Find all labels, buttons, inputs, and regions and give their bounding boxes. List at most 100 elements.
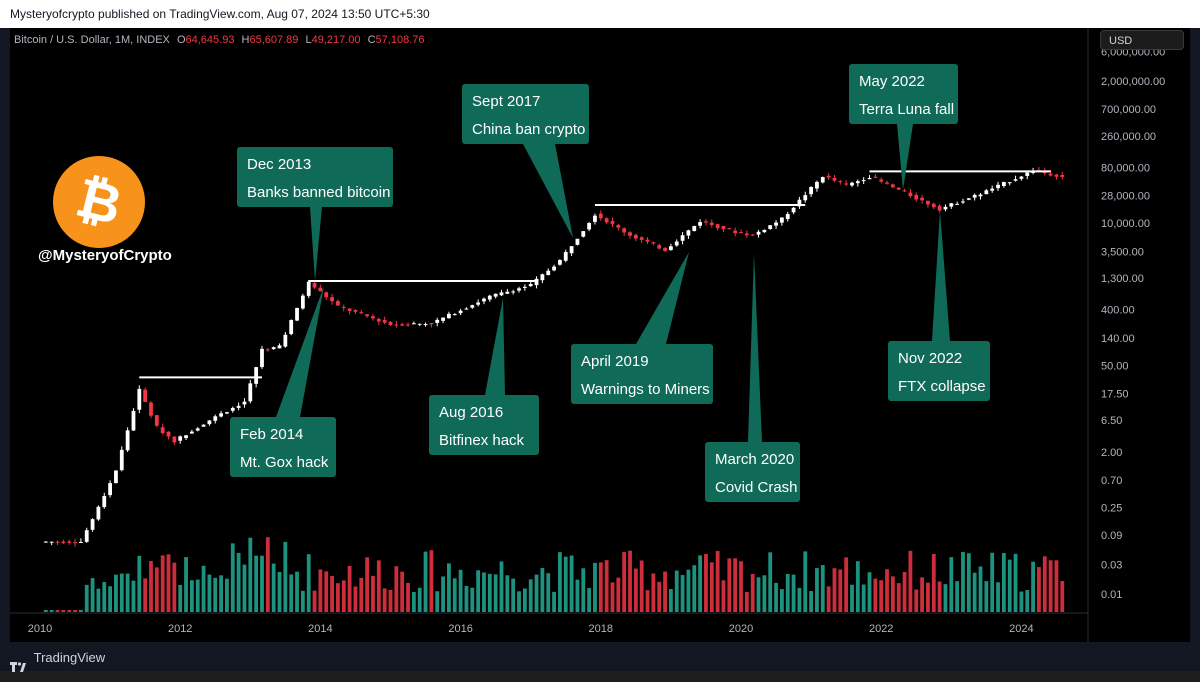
publisher-text: Mysteryofcrypto published on TradingView… bbox=[10, 7, 430, 21]
volume-bar bbox=[493, 574, 498, 612]
candle-body bbox=[154, 415, 159, 426]
volume-bar bbox=[143, 578, 148, 612]
volume-bar bbox=[1031, 561, 1035, 612]
volume-bar bbox=[137, 555, 142, 612]
volume-bar bbox=[406, 582, 410, 612]
candle-body bbox=[452, 314, 457, 316]
volume-bar bbox=[739, 561, 743, 612]
candle-body bbox=[920, 197, 924, 201]
candle-body bbox=[569, 246, 574, 254]
volume-bar bbox=[265, 537, 270, 612]
candle-body bbox=[639, 237, 644, 240]
candle-body bbox=[1019, 176, 1024, 179]
candle-body bbox=[271, 347, 276, 350]
candle-body bbox=[236, 405, 241, 408]
volume-bar bbox=[774, 582, 778, 612]
candle-body bbox=[511, 291, 516, 293]
candle-body bbox=[160, 427, 165, 434]
watermark-handle: @MysteryofCrypto bbox=[38, 247, 172, 264]
volume-bar bbox=[347, 565, 352, 612]
volume-bar bbox=[154, 567, 159, 612]
volume-bar bbox=[943, 584, 948, 612]
candle-body bbox=[750, 234, 755, 236]
candle-body bbox=[119, 449, 124, 471]
price-tick-label: 0.03 bbox=[1101, 560, 1122, 572]
price-tick-label: 0.01 bbox=[1101, 589, 1122, 601]
volume-bar bbox=[937, 581, 942, 612]
candle-body bbox=[575, 238, 580, 245]
volume-bar bbox=[838, 569, 843, 612]
volume-bar bbox=[1013, 553, 1018, 612]
volume-bar bbox=[809, 590, 813, 612]
volume-bar bbox=[744, 591, 749, 612]
candle-body bbox=[926, 200, 930, 205]
price-tick-label: 2,000,000.00 bbox=[1101, 76, 1165, 88]
volume-bar bbox=[283, 541, 288, 612]
volume-bar bbox=[318, 569, 323, 612]
candle-body bbox=[324, 292, 329, 298]
candle-body bbox=[663, 247, 667, 251]
volume-bar bbox=[166, 554, 171, 612]
volume-bar bbox=[55, 610, 60, 612]
candle-body bbox=[815, 181, 819, 189]
volume-bar bbox=[90, 578, 95, 612]
candle-body bbox=[698, 222, 703, 226]
volume-bar bbox=[604, 560, 609, 612]
volume-bar bbox=[546, 573, 551, 612]
tradingview-logo-icon bbox=[10, 653, 26, 672]
candle-body bbox=[610, 221, 615, 224]
chart-panel[interactable]: 6,000,000.00 2,000,000.00 700,000.00 260,00… bbox=[10, 28, 1190, 642]
volume-bar bbox=[826, 586, 831, 612]
volume-bar bbox=[330, 575, 334, 612]
candle-body bbox=[1048, 173, 1053, 176]
currency-button[interactable]: USD bbox=[1100, 30, 1184, 50]
volume-bar bbox=[832, 568, 837, 612]
volume-bar bbox=[447, 563, 451, 612]
annotation-pointer bbox=[636, 252, 689, 344]
candle-body bbox=[487, 295, 492, 300]
volume-bar bbox=[423, 551, 428, 612]
volume-bar bbox=[254, 555, 259, 612]
volume-bar bbox=[645, 590, 650, 612]
symbol-legend: Bitcoin / U.S. Dollar, 1M, INDEX O64,645… bbox=[14, 34, 424, 46]
price-chart[interactable]: 6,000,000.002,000,000.00700,000.00260,00… bbox=[10, 28, 1190, 642]
candle-body bbox=[207, 420, 212, 425]
annotation-box bbox=[237, 147, 393, 207]
volume-bar bbox=[96, 588, 101, 612]
volume-bar bbox=[820, 565, 825, 612]
price-tick-label: 0.09 bbox=[1101, 530, 1122, 542]
annotation-event: China ban crypto bbox=[472, 121, 585, 138]
candle-body bbox=[476, 302, 481, 305]
volume-bar bbox=[67, 610, 72, 612]
candle-body bbox=[598, 213, 603, 219]
annotation-event: Warnings to Miners bbox=[581, 381, 710, 398]
candle-body bbox=[709, 222, 714, 226]
price-tick-label: 10,000.00 bbox=[1101, 218, 1150, 230]
volume-bar bbox=[400, 571, 405, 612]
candle-body bbox=[943, 206, 948, 210]
candle-body bbox=[850, 182, 854, 186]
price-tick-label: 3,500.00 bbox=[1101, 246, 1144, 258]
candle-body bbox=[341, 306, 346, 308]
annotation-event: Banks banned bitcoin bbox=[247, 184, 390, 201]
price-tick-label: 260,000.00 bbox=[1101, 131, 1156, 143]
candle-body bbox=[61, 541, 66, 544]
candle-body bbox=[417, 323, 422, 325]
volume-bar bbox=[341, 580, 346, 612]
volume-bar bbox=[476, 570, 481, 612]
candle-body bbox=[277, 345, 282, 349]
volume-bar bbox=[861, 584, 866, 612]
volume-bar bbox=[540, 567, 545, 612]
candle-body bbox=[622, 228, 627, 233]
candle-body bbox=[306, 281, 311, 296]
candle-body bbox=[260, 348, 264, 368]
candle-body bbox=[189, 431, 194, 434]
candle-body bbox=[371, 316, 375, 319]
candle-body bbox=[265, 349, 270, 351]
candle-body bbox=[149, 402, 153, 416]
volume-bar bbox=[225, 578, 229, 612]
volume-bar bbox=[189, 580, 194, 612]
candle-body bbox=[645, 239, 650, 242]
candle-body bbox=[628, 232, 632, 236]
volume-bar bbox=[78, 610, 83, 612]
